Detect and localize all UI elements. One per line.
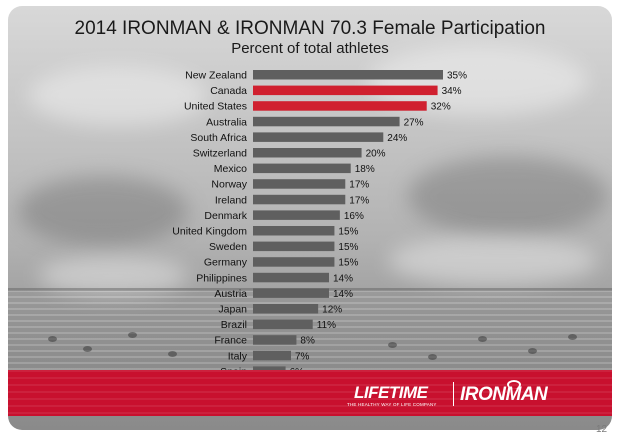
swimmer-silhouette [568,334,577,340]
lifetime-tagline: THE HEALTHY WAY OF LIFE COMPANY [347,402,437,407]
bar-japan [253,304,319,314]
data-label: 32% [431,102,451,113]
data-label: 17% [349,195,369,206]
category-label: Ireland [215,194,247,206]
data-label: 8% [300,336,315,347]
bar-sweden [253,241,335,252]
category-label: Germany [204,257,248,269]
bar-italy [253,350,291,361]
data-label: 11% [317,320,336,331]
background-cloud [28,66,208,126]
bar-new-zealand [253,70,443,80]
data-label: 18% [355,164,375,175]
ironman-logo: IRONMAN [460,384,548,405]
bar-united-states [253,101,427,111]
category-label: United Kingdom [172,226,247,238]
bar-australia [253,116,400,127]
background-cloud [38,256,188,296]
swimmer-silhouette [48,336,57,342]
ironman-mark-icon [507,380,521,389]
data-label: 6% [290,367,305,370]
bar-norway [253,179,346,189]
background-cloud [18,176,188,246]
data-label: 7% [295,351,310,362]
sea-background [8,290,612,370]
bar-austria [253,288,329,298]
data-label: 17% [349,180,369,191]
category-label: Philippines [196,272,247,284]
logo-divider [453,382,454,406]
data-label: 16% [344,211,364,222]
background-cloud [408,156,608,236]
data-label: 15% [338,227,358,238]
bar-brazil [253,319,313,330]
bar-denmark [253,210,340,220]
category-label: United States [184,101,247,113]
swimmer-silhouette [128,332,137,338]
category-label: Denmark [204,210,247,222]
footer-band [8,370,612,416]
data-label: 35% [447,71,467,82]
category-label: Spain [220,366,247,370]
category-label: Switzerland [193,148,247,160]
lifetime-logo: LIFETIME [354,383,428,402]
data-label: 27% [404,117,424,128]
bar-philippines [253,272,329,283]
bar-chart: New Zealand 35% Canada 34% United States 32% A… [172,70,467,370]
swimmer-silhouette [428,354,437,360]
background-cloud [388,236,598,286]
category-label: New Zealand [185,70,247,82]
category-label: Australia [206,116,247,128]
bar-mexico [253,163,351,174]
category-label: Japan [218,304,247,316]
bar-ireland [253,194,346,205]
swimmer-silhouette [83,346,92,352]
data-label: 14% [333,289,353,300]
data-label: 24% [387,133,407,144]
data-label: 14% [333,273,353,284]
category-label: Mexico [214,163,247,175]
swimmer-silhouette [528,348,537,354]
data-label: 20% [366,149,386,160]
swimmer-silhouette [478,336,487,342]
category-label: South Africa [190,132,247,144]
category-label: Canada [210,85,247,97]
data-label: 12% [322,305,342,316]
data-label: 15% [338,242,358,253]
bar-france [253,335,297,345]
bar-spain [253,366,286,370]
category-label: Italy [228,350,248,362]
bar-south-africa [253,132,384,142]
bar-united-kingdom [253,226,335,236]
category-label: Austria [214,288,247,300]
bar-switzerland [253,148,362,158]
data-label: 15% [338,258,358,269]
slide: 2014 IRONMAN & IRONMAN 70.3 Female Parti… [8,6,612,430]
chart-subtitle: Percent of total athletes [231,40,389,57]
swimmer-silhouette [168,351,177,357]
chart-title: 2014 IRONMAN & IRONMAN 70.3 Female Parti… [74,18,546,39]
category-label: Norway [211,179,247,191]
data-label: 34% [442,86,462,97]
category-label: Brazil [221,319,247,331]
category-label: Sweden [209,241,247,253]
bar-germany [253,257,335,267]
swimmer-silhouette [388,342,397,348]
category-label: France [214,335,247,347]
bar-canada [253,85,438,96]
page-number: 12 [596,424,608,435]
